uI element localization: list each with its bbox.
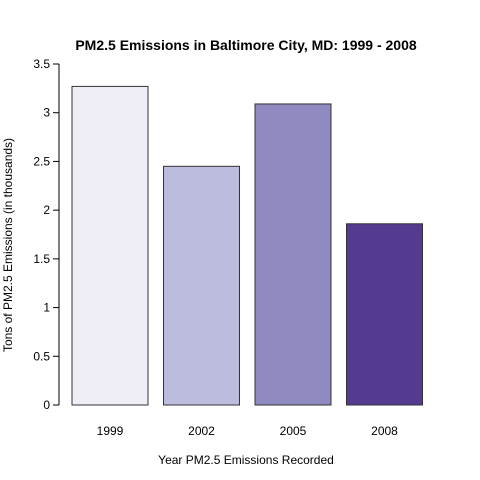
x-axis-labels: 1999 2002 2005 2008 (97, 424, 399, 438)
y-tick-label: 1 (43, 301, 50, 315)
x-tick-label: 2002 (188, 424, 215, 438)
y-tick-label: 2.5 (33, 154, 50, 168)
x-tick-label: 2005 (280, 424, 307, 438)
x-tick-label: 1999 (97, 424, 124, 438)
bar-2008 (346, 223, 423, 406)
y-tick-label: 3.5 (33, 57, 50, 71)
y-tick-label: 1.5 (33, 252, 50, 266)
y-tick-label: 0.5 (33, 349, 50, 363)
y-tick-label: 3 (43, 106, 50, 120)
x-axis-title: Year PM2.5 Emissions Recorded (158, 453, 334, 467)
bar-1999 (71, 85, 149, 406)
bar-2002 (163, 165, 240, 406)
bars-group (71, 85, 423, 406)
y-axis-title: Tons of PM2.5 Emissions (in thousands) (1, 138, 15, 352)
bar-2005 (254, 103, 332, 406)
x-tick-label: 2008 (371, 424, 398, 438)
y-tick-label: 0 (43, 398, 50, 412)
chart-title: PM2.5 Emissions in Baltimore City, MD: 1… (75, 37, 417, 53)
y-tick-label: 2 (43, 203, 50, 217)
y-axis: 0 0.5 1 1.5 2 2.5 3 3.5 (33, 57, 60, 412)
